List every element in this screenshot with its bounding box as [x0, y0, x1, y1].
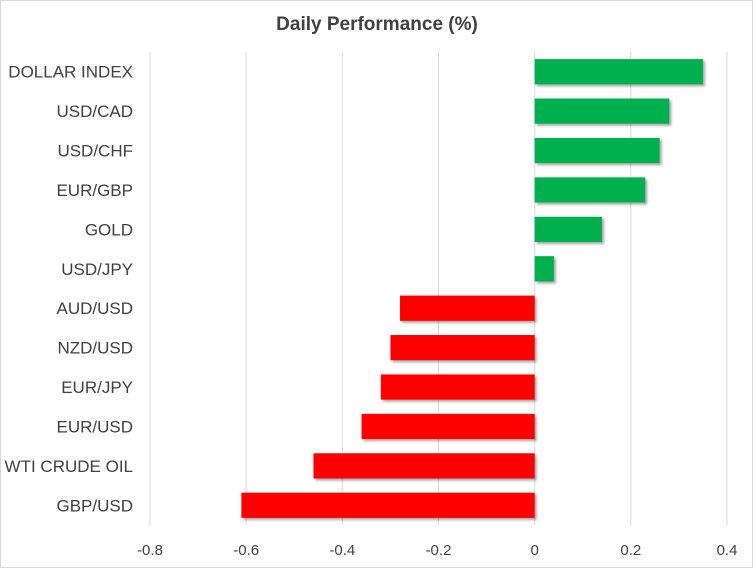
x-tick-label: 0.4: [717, 542, 738, 559]
bar: [390, 335, 535, 361]
x-tick-label: -0.6: [233, 542, 259, 559]
x-axis-tick-labels: -0.8 -0.6 -0.4 -0.2 0 0.2 0.4: [137, 542, 737, 559]
category-labels: DOLLAR INDEX USD/CAD USD/CHF EUR/GBP GOLD USD…: [5, 63, 133, 516]
bar: [380, 374, 535, 400]
chart-title: Daily Performance (%): [276, 14, 478, 35]
category-label: GOLD: [85, 220, 133, 239]
category-label: EUR/GBP: [56, 181, 133, 200]
bar: [400, 295, 535, 321]
x-tick-label: 0: [530, 542, 538, 559]
category-label: EUR/USD: [56, 417, 133, 436]
bar: [361, 413, 535, 440]
bar: [241, 492, 535, 518]
bar: [534, 98, 670, 124]
x-tick-label: -0.8: [137, 542, 163, 559]
category-label: GBP/USD: [56, 496, 133, 515]
gridlines: [149, 52, 728, 525]
x-tick-label: -0.2: [426, 542, 452, 559]
category-label: NZD/USD: [57, 339, 133, 358]
category-label: USD/CAD: [56, 102, 133, 121]
x-tick-label: 0.2: [620, 542, 641, 559]
category-label: DOLLAR INDEX: [8, 63, 133, 82]
category-label: USD/CHF: [57, 142, 133, 161]
bar: [534, 177, 646, 203]
bar: [534, 137, 660, 164]
category-label: AUD/USD: [56, 299, 133, 318]
bar: [534, 256, 554, 282]
x-tick-label: -0.4: [329, 542, 355, 559]
bar: [313, 453, 535, 479]
category-label: USD/JPY: [61, 260, 133, 279]
category-label: EUR/JPY: [61, 378, 133, 397]
category-label: WTI CRUDE OIL: [5, 457, 133, 476]
bar: [534, 59, 703, 85]
bars: [241, 59, 703, 518]
bar: [534, 216, 602, 242]
